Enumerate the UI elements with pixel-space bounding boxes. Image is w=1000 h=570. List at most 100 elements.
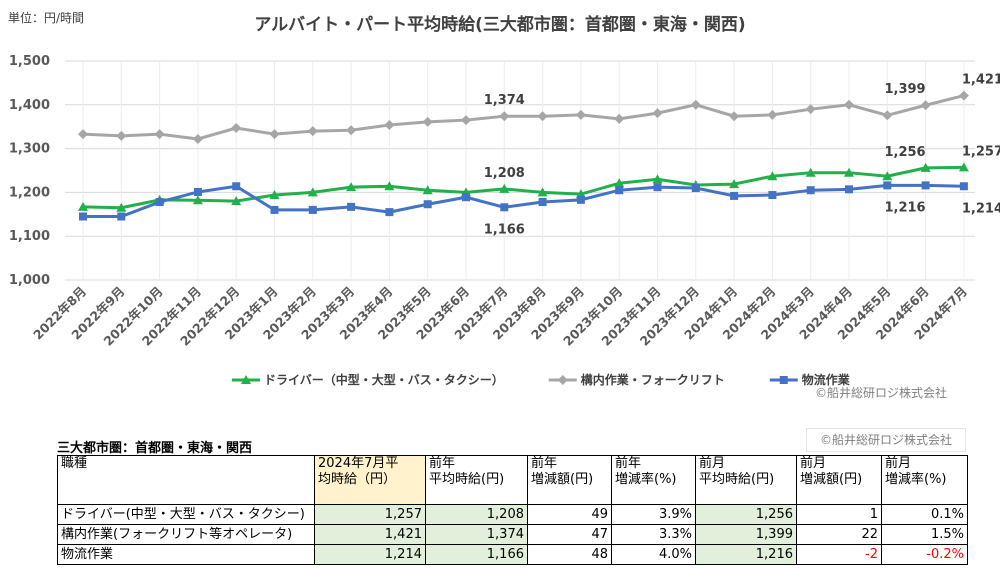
table-cell: 48 <box>527 544 612 565</box>
header-cell: 前年 平均時給(円) <box>425 455 528 505</box>
header-text: 増減率(%) <box>615 472 677 487</box>
marker <box>844 167 854 177</box>
marker <box>729 179 740 189</box>
marker <box>767 171 778 181</box>
marker <box>231 123 242 134</box>
table-cell: 構内作業(フォークリフト等オペレータ) <box>57 524 315 545</box>
header-cell: 前年 増減額(円) <box>527 455 612 505</box>
table-cell: 0.1% <box>881 504 968 525</box>
marker <box>232 182 241 191</box>
marker <box>779 376 788 384</box>
marker <box>269 129 280 140</box>
header-text: 増減額(円) <box>800 472 863 487</box>
header-text: 前年 <box>429 456 456 472</box>
marker <box>959 182 968 191</box>
marker <box>805 167 816 177</box>
marker <box>614 178 625 188</box>
marker <box>958 162 969 172</box>
marker <box>231 196 242 206</box>
table-cell: 1,208 <box>425 504 528 525</box>
header-text: 前年 <box>615 456 642 472</box>
marker <box>117 212 126 221</box>
header-text: 前月 <box>885 456 912 472</box>
marker <box>308 205 317 214</box>
data-label: 1,399 <box>884 82 925 97</box>
marker <box>767 109 778 120</box>
series-line <box>82 94 965 141</box>
marker <box>422 116 433 127</box>
legend-item: ドライバー（中型・大型・バス・タクシー） <box>232 372 504 387</box>
y-tick-label: 1,500 <box>9 54 50 69</box>
table-cell: 3.3% <box>611 524 696 545</box>
y-tick-label: 1,100 <box>9 229 50 244</box>
y-tick-label: 1,400 <box>9 98 50 113</box>
table-cell: 1,214 <box>314 544 426 565</box>
header-cell: 前月 増減額(円) <box>796 455 882 505</box>
marker <box>537 111 548 122</box>
data-label: 1,257 <box>962 144 1000 159</box>
marker <box>691 184 700 193</box>
marker <box>462 193 470 202</box>
header-text: 前月 <box>800 456 827 472</box>
marker <box>690 99 701 110</box>
table-cell: 1 <box>796 504 882 525</box>
marker <box>384 119 395 130</box>
chart: 単位：円/時間 アルバイト・パート平均時給(三大都市圏：首都圏・東海・関西) ©… <box>8 10 1000 400</box>
marker <box>385 208 394 217</box>
table-title: 三大都市圏：首都圏・東海・関西 <box>57 441 253 456</box>
table-cell: 1,399 <box>695 524 797 545</box>
marker <box>422 185 433 195</box>
table-cell: 1,216 <box>695 544 797 565</box>
data-label: 1,166 <box>484 222 525 237</box>
marker <box>921 181 930 190</box>
marker <box>307 187 318 197</box>
marker <box>653 183 662 192</box>
marker <box>537 187 548 197</box>
marker <box>845 185 853 194</box>
header-text: 前月 <box>699 456 726 472</box>
table-cell: 1,374 <box>425 524 528 545</box>
marker <box>116 130 127 141</box>
header-cell: 前月 平均時給(円) <box>695 455 797 505</box>
y-tick-label: 1,300 <box>9 142 50 157</box>
data-label: 1,216 <box>884 200 925 215</box>
table-cell: -2 <box>796 544 882 565</box>
marker <box>652 174 663 184</box>
marker <box>768 191 777 200</box>
marker <box>269 190 280 200</box>
legend-item: 物流作業 <box>769 372 851 387</box>
header-text: 増減率(%) <box>885 472 947 487</box>
marker <box>499 111 510 122</box>
header-text: 職種 <box>61 456 88 472</box>
marker <box>614 113 625 124</box>
table-cell: 物流作業 <box>57 544 315 565</box>
marker <box>557 375 568 385</box>
y-tick-label: 1,000 <box>9 273 50 288</box>
header-cell: 職種 <box>57 455 315 505</box>
legend-label: 構内作業・フォークリフト <box>581 372 725 387</box>
header-cell: 2024年7月平 均時給（円） <box>314 455 426 505</box>
series-line <box>83 183 964 218</box>
legend-item: 構内作業・フォークリフト <box>548 372 725 387</box>
table-cell: 4.0% <box>611 544 696 565</box>
marker <box>346 125 357 136</box>
marker <box>78 129 88 140</box>
marker <box>958 90 969 101</box>
table-cell: 49 <box>527 504 612 525</box>
header-text: 均時給（円） <box>318 472 397 487</box>
marker <box>346 182 357 192</box>
table-cell: 1,421 <box>314 524 426 545</box>
marker <box>575 109 586 120</box>
marker <box>652 108 663 119</box>
marker <box>844 99 854 110</box>
data-label: 1,374 <box>484 93 525 108</box>
legend-label: 物流作業 <box>802 372 851 387</box>
credit: ©船井総研ロジ株式会社 <box>815 385 947 400</box>
table-cell: 47 <box>527 524 612 545</box>
marker <box>192 133 203 144</box>
y-tick-label: 1,200 <box>9 185 50 200</box>
marker <box>883 181 892 190</box>
marker <box>805 104 816 115</box>
marker <box>461 115 471 126</box>
marker <box>806 186 815 195</box>
